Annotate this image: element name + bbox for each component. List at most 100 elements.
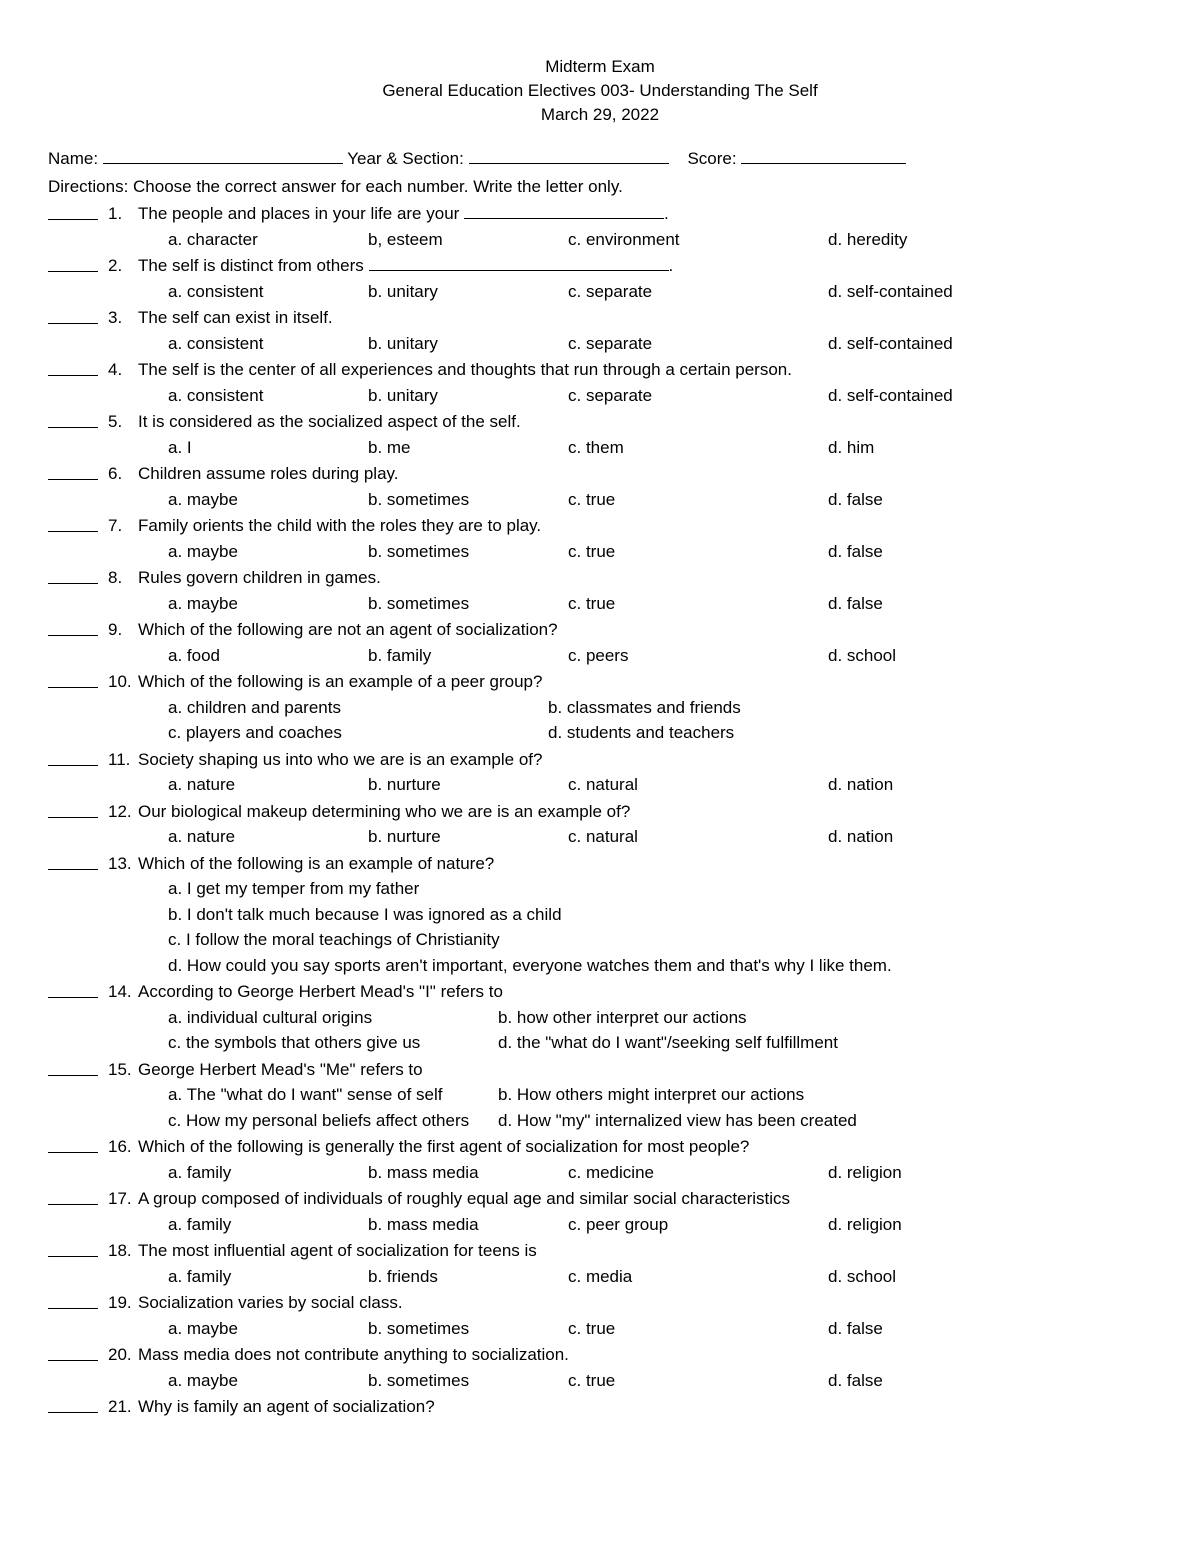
option: d. false (828, 1316, 1152, 1342)
answer-blank (48, 979, 98, 998)
option: b. classmates and friends (548, 695, 1152, 721)
option: b. nurture (368, 824, 568, 850)
score-label: Score: (687, 149, 736, 168)
question-number: 18. (108, 1238, 138, 1264)
question-stem-row: 14.According to George Herbert Mead's "I… (108, 979, 1152, 1005)
header-line3: March 29, 2022 (48, 103, 1152, 127)
options-row: a. maybeb. sometimesc. trued. false (108, 1316, 1152, 1342)
option: b. unitary (368, 279, 568, 305)
question: 9.Which of the following are not an agen… (48, 617, 1152, 668)
question-number: 15. (108, 1057, 138, 1083)
option: d. school (828, 643, 1152, 669)
question: 15.George Herbert Mead's "Me" refers toa… (48, 1057, 1152, 1134)
question-stem: A group composed of individuals of rough… (138, 1186, 790, 1212)
options-row: a. consistentb. unitaryc. separated. sel… (108, 383, 1152, 409)
option: c. true (568, 1316, 828, 1342)
question-stem: Children assume roles during play. (138, 461, 398, 487)
option: c. true (568, 487, 828, 513)
option: c. them (568, 435, 828, 461)
option: d. religion (828, 1212, 1152, 1238)
questions-container: 1.The people and places in your life are… (48, 201, 1152, 1420)
option: a. family (168, 1160, 368, 1186)
question-stem-row: 5.It is considered as the socialized asp… (108, 409, 1152, 435)
option: a. consistent (168, 279, 368, 305)
question: 18.The most influential agent of sociali… (48, 1238, 1152, 1289)
name-label: Name: (48, 149, 98, 168)
options-row: a. consistentb. unitaryc. separated. sel… (108, 331, 1152, 357)
answer-blank (48, 253, 98, 272)
options-grid: a. children and parentsb. classmates and… (108, 695, 1152, 746)
options-row: a. consistentb. unitaryc. separated. sel… (108, 279, 1152, 305)
option: d. religion (828, 1160, 1152, 1186)
option: d. false (828, 591, 1152, 617)
question-number: 5. (108, 409, 138, 435)
option: b. mass media (368, 1212, 568, 1238)
option: c. players and coaches (168, 720, 548, 746)
answer-blank (48, 461, 98, 480)
question-number: 13. (108, 851, 138, 877)
question-stem-row: 15.George Herbert Mead's "Me" refers to (108, 1057, 1152, 1083)
question-stem-row: 19.Socialization varies by social class. (108, 1290, 1152, 1316)
option: b. sometimes (368, 591, 568, 617)
question-stem: The people and places in your life are y… (138, 201, 669, 227)
question-stem: Which of the following is generally the … (138, 1134, 749, 1160)
option: c. separate (568, 279, 828, 305)
options-grid: a. The "what do I want" sense of selfb. … (108, 1082, 1152, 1133)
exam-header: Midterm Exam General Education Electives… (48, 55, 1152, 126)
question-stem-row: 1.The people and places in your life are… (108, 201, 1152, 227)
options-row: a. maybeb. sometimesc. trued. false (108, 591, 1152, 617)
option: d. nation (828, 772, 1152, 798)
question: 4.The self is the center of all experien… (48, 357, 1152, 408)
options-row: a. familyb. mass mediac. peer groupd. re… (108, 1212, 1152, 1238)
options-row: a. familyb. mass mediac. medicined. reli… (108, 1160, 1152, 1186)
directions: Directions: Choose the correct answer fo… (48, 174, 1152, 200)
option: d. self-contained (828, 383, 1152, 409)
option: c. the symbols that others give us (168, 1030, 498, 1056)
question-stem-row: 6.Children assume roles during play. (108, 461, 1152, 487)
question-stem: Why is family an agent of socialization? (138, 1394, 435, 1420)
option: a. consistent (168, 331, 368, 357)
answer-blank (48, 1342, 98, 1361)
answer-blank (48, 1186, 98, 1205)
option: c. natural (568, 824, 828, 850)
header-line2: General Education Electives 003- Underst… (48, 79, 1152, 103)
option: d. him (828, 435, 1152, 461)
option: a. maybe (168, 487, 368, 513)
stem-period: . (664, 204, 669, 223)
stem-blank (464, 202, 664, 219)
option: c. peers (568, 643, 828, 669)
option: d. school (828, 1264, 1152, 1290)
question: 13.Which of the following is an example … (48, 851, 1152, 979)
option: a. nature (168, 772, 368, 798)
question-stem-row: 10.Which of the following is an example … (108, 669, 1152, 695)
question-stem: The most influential agent of socializat… (138, 1238, 537, 1264)
question-stem-row: 18.The most influential agent of sociali… (108, 1238, 1152, 1264)
stem-blank (369, 254, 669, 271)
question-stem-row: 4.The self is the center of all experien… (108, 357, 1152, 383)
option: c. environment (568, 227, 828, 253)
answer-blank (48, 1134, 98, 1153)
question: 3.The self can exist in itself.a. consis… (48, 305, 1152, 356)
question-number: 7. (108, 513, 138, 539)
question-stem: It is considered as the socialized aspec… (138, 409, 521, 435)
options-row: a. foodb. familyc. peersd. school (108, 643, 1152, 669)
question-stem-row: 9.Which of the following are not an agen… (108, 617, 1152, 643)
question: 14.According to George Herbert Mead's "I… (48, 979, 1152, 1056)
question-number: 9. (108, 617, 138, 643)
question-number: 10. (108, 669, 138, 695)
question-stem-row: 13.Which of the following is an example … (108, 851, 1152, 877)
question-stem: George Herbert Mead's "Me" refers to (138, 1057, 423, 1083)
question-stem-row: 20.Mass media does not contribute anythi… (108, 1342, 1152, 1368)
question-stem: Which of the following is an example of … (138, 851, 494, 877)
option: d. How "my" internalized view has been c… (498, 1108, 1152, 1134)
question-stem-row: 8.Rules govern children in games. (108, 565, 1152, 591)
option: a. nature (168, 824, 368, 850)
option: b. How others might interpret our action… (498, 1082, 1152, 1108)
question: 1.The people and places in your life are… (48, 201, 1152, 252)
section-label: Year & Section: (347, 149, 464, 168)
option: c. separate (568, 331, 828, 357)
options-row: a. maybeb. sometimesc. trued. false (108, 1368, 1152, 1394)
option: c. media (568, 1264, 828, 1290)
option: c. true (568, 1368, 828, 1394)
option: b. sometimes (368, 539, 568, 565)
